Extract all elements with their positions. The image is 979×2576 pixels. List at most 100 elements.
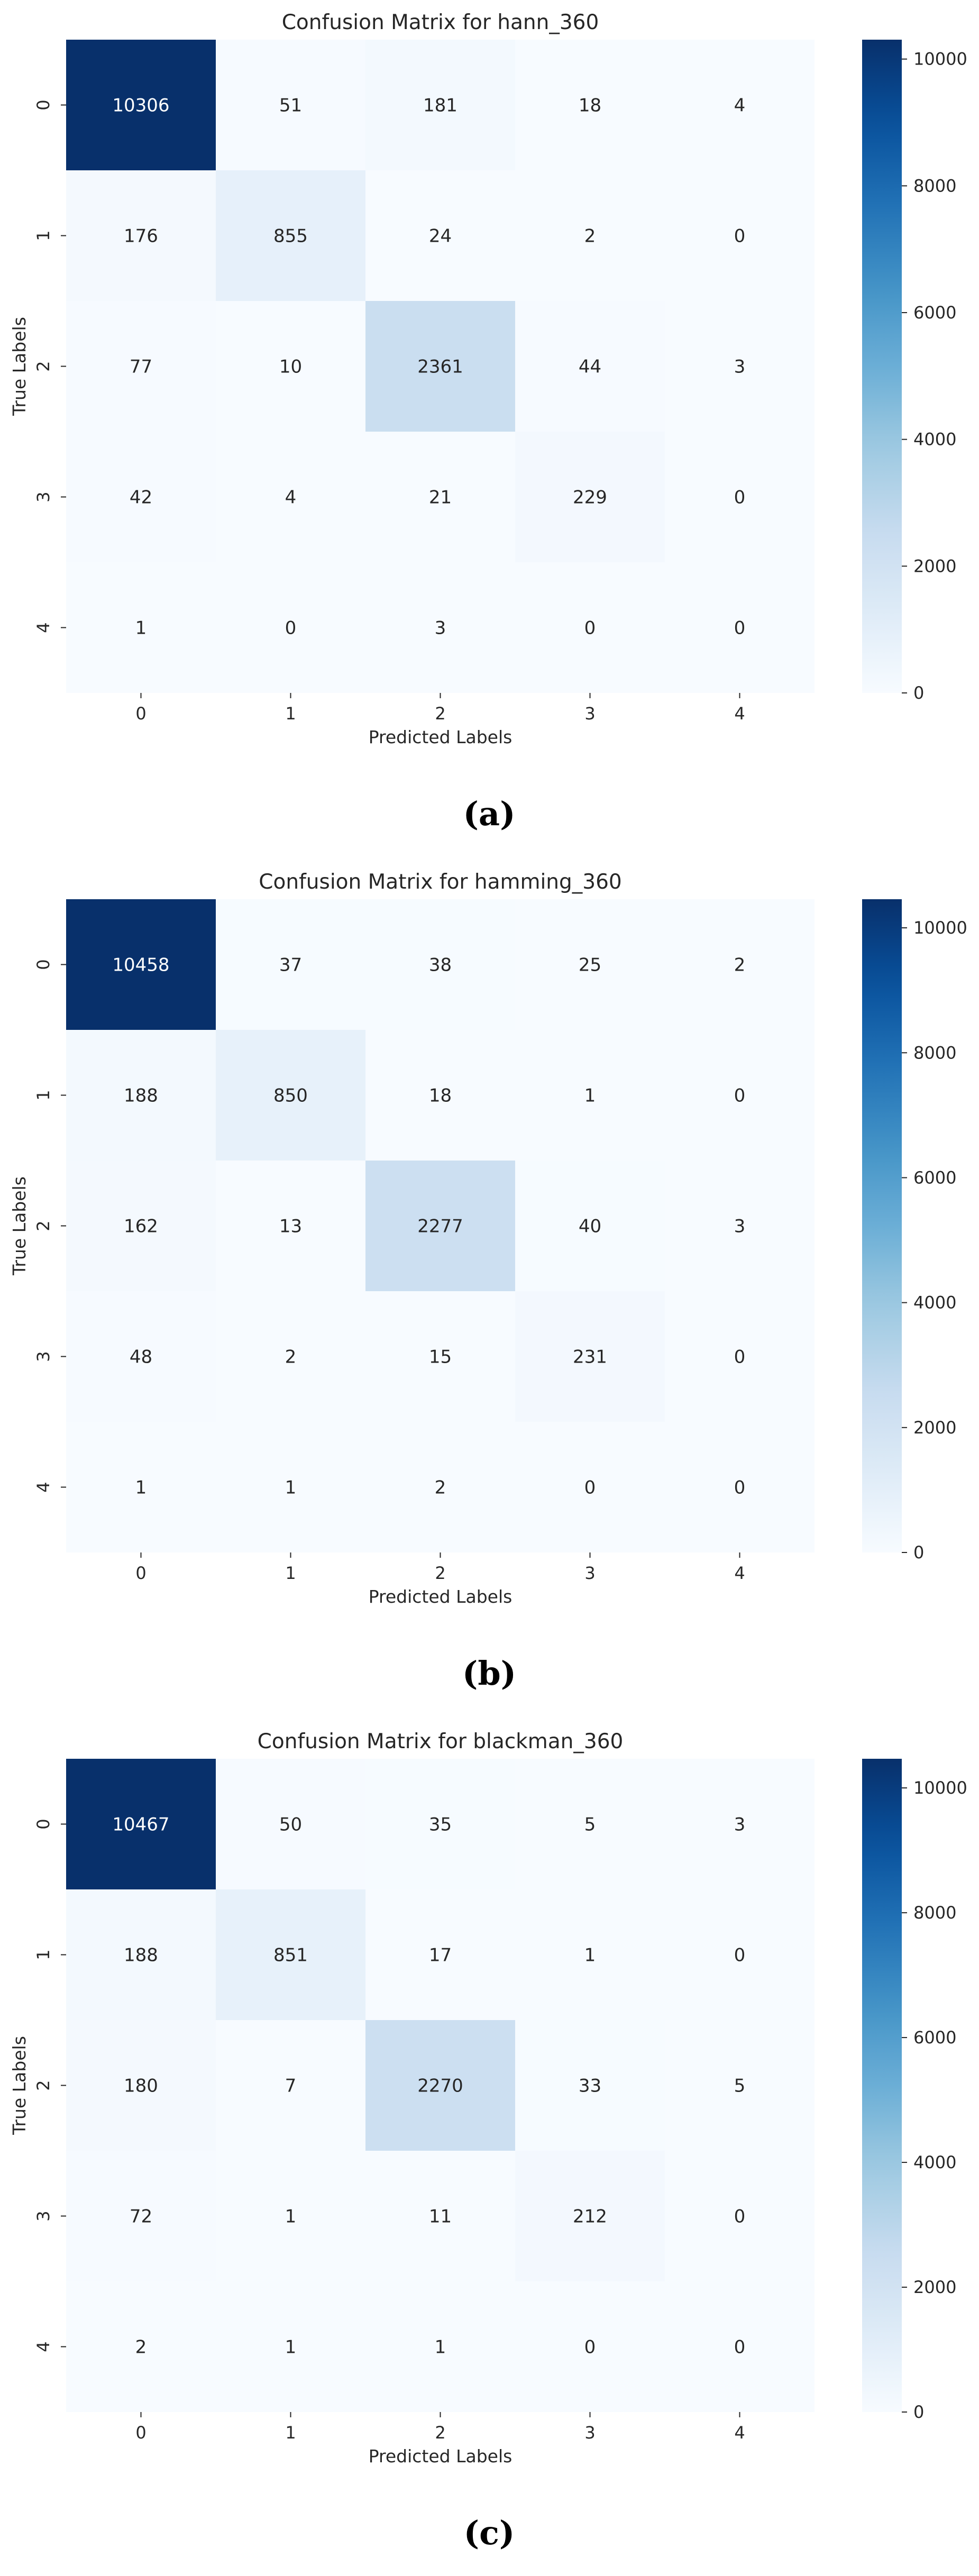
cell-value-label: 0: [734, 487, 746, 508]
cell-value-label: 25: [579, 955, 601, 976]
heatmap-cell: [665, 2151, 815, 2281]
cell-value-label: 42: [130, 487, 152, 508]
cell-value-label: 24: [429, 226, 452, 247]
x-tick-label: 0: [135, 2423, 146, 2443]
cell-value-label: 17: [429, 1945, 452, 1966]
colorbar: [862, 1759, 902, 2412]
colorbar-tick-label: 8000: [913, 1043, 956, 1063]
heatmap-cell: [216, 1291, 365, 1422]
cell-value-label: 21: [429, 487, 452, 508]
colorbar-tick-label: 10000: [913, 918, 967, 938]
heatmap-cell: [515, 432, 665, 562]
cell-value-label: 33: [579, 2076, 601, 2097]
cell-value-label: 0: [584, 2337, 596, 2358]
colorbar-tick-label: 0: [913, 683, 924, 703]
cell-value-label: 1: [135, 1477, 147, 1499]
cell-value-label: 10: [279, 357, 302, 378]
heatmap-cell: [66, 432, 216, 562]
heatmap-cell: [66, 1030, 216, 1161]
cell-value-label: 855: [273, 226, 308, 247]
cell-value-label: 0: [734, 2337, 746, 2358]
cell-value-label: 18: [429, 1085, 452, 1107]
heatmap-cell: [66, 170, 216, 301]
cell-value-label: 40: [579, 1216, 601, 1237]
y-tick-label: 3: [33, 491, 53, 502]
heatmap-cell: [515, 1422, 665, 1552]
heatmap-cell: [665, 562, 815, 693]
heatmap-cell: [216, 301, 365, 432]
y-tick-label: 2: [33, 1220, 53, 1231]
cell-value-label: 50: [279, 1814, 302, 1835]
heatmap-cell: [365, 432, 515, 562]
heatmap-cell: [515, 1291, 665, 1422]
heatmap-svg: Confusion Matrix for hamming_360 10458 37 3…: [9, 870, 967, 1693]
cell-value-label: 1: [584, 1945, 596, 1966]
figure-caption: (c): [464, 2514, 515, 2552]
colorbar-tick-label: 6000: [913, 2027, 956, 2048]
heatmap-cell: [216, 1161, 365, 1291]
heatmap-cell: [66, 2281, 216, 2412]
heatmap-cell: [515, 2151, 665, 2281]
figure-caption: (a): [463, 794, 516, 833]
colorbar-tick-label: 4000: [913, 1293, 956, 1313]
y-tick-label: 2: [33, 2080, 53, 2090]
cell-value-label: 3: [734, 1814, 746, 1835]
heatmap-cell: [216, 1759, 365, 1889]
heatmap-cell: [665, 2281, 815, 2412]
heatmap-cell: [216, 2281, 365, 2412]
cell-value-label: 4: [285, 487, 297, 508]
cell-value-label: 5: [734, 2076, 746, 2097]
colorbar-tick-label: 4000: [913, 2152, 956, 2172]
colorbar-tick-label: 10000: [913, 1778, 967, 1798]
cell-value-label: 181: [423, 95, 458, 116]
cell-value-label: 0: [734, 1945, 746, 1966]
cell-value-label: 2: [584, 226, 596, 247]
cell-value-label: 188: [124, 1085, 158, 1107]
cell-value-label: 72: [130, 2206, 152, 2227]
heatmap-cell: [365, 2020, 515, 2151]
y-tick-label: 3: [33, 1351, 53, 1362]
cell-value-label: 0: [734, 2206, 746, 2227]
colorbar-tick-label: 0: [913, 1542, 924, 1563]
cell-value-label: 38: [429, 955, 452, 976]
cell-value-label: 3: [734, 1216, 746, 1237]
heatmap-cell: [66, 1889, 216, 2020]
cell-value-label: 1: [435, 2337, 446, 2358]
cell-value-label: 2: [734, 955, 746, 976]
cell-value-label: 2270: [417, 2076, 463, 2097]
y-tick-label: 1: [33, 1949, 53, 1960]
cell-value-label: 77: [130, 357, 152, 378]
cell-value-label: 851: [273, 1945, 308, 1966]
colorbar-tick-label: 2000: [913, 2277, 956, 2297]
cell-value-label: 3: [734, 357, 746, 378]
heatmap-cell: [365, 40, 515, 170]
heatmap-cell: [665, 1422, 815, 1552]
cell-value-label: 11: [429, 2206, 452, 2227]
cell-value-label: 2277: [417, 1216, 463, 1237]
heatmap-cell: [665, 301, 815, 432]
heatmap-cell: [365, 170, 515, 301]
cell-value-label: 0: [734, 226, 746, 247]
heatmap-cell: [66, 899, 216, 1030]
heatmap-cell: [515, 562, 665, 693]
x-tick-label: 2: [435, 704, 445, 724]
x-tick-label: 0: [135, 1563, 146, 1583]
cell-value-label: 180: [124, 2076, 158, 2097]
cell-value-label: 51: [279, 95, 302, 116]
y-tick-label: 0: [33, 1819, 53, 1829]
cell-value-label: 176: [124, 226, 158, 247]
cell-value-label: 37: [279, 955, 302, 976]
cell-value-label: 5: [584, 1814, 596, 1835]
colorbar-tick-label: 2000: [913, 556, 956, 576]
y-tick-label: 0: [33, 959, 53, 970]
cell-value-label: 48: [130, 1347, 152, 1368]
y-tick-label: 0: [33, 99, 53, 110]
confusion-matrix-panel-c: Confusion Matrix for blackman_360 10467 50…: [0, 1719, 979, 2576]
heatmap-cell: [515, 1030, 665, 1161]
cell-value-label: 10458: [112, 955, 169, 976]
cell-value-label: 1: [584, 1085, 596, 1107]
cell-value-label: 0: [734, 1347, 746, 1368]
heatmap-cell: [216, 40, 365, 170]
heatmap-cell: [66, 1759, 216, 1889]
